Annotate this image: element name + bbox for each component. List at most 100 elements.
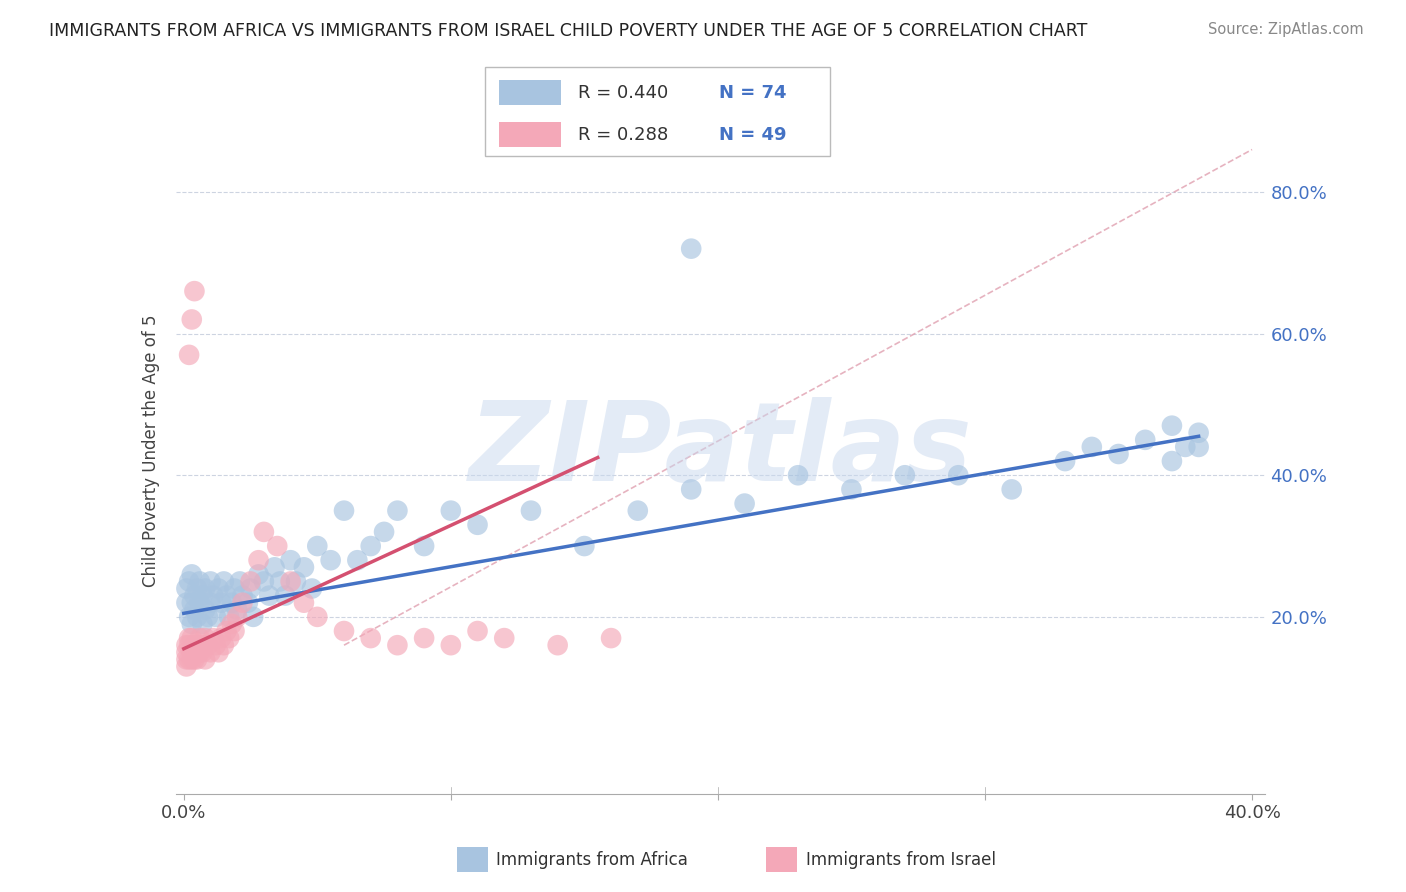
- Point: [200, 596, 222, 610]
- Point: [307, 539, 329, 553]
- Point: [269, 574, 291, 589]
- Point: [204, 610, 226, 624]
- Point: [180, 631, 202, 645]
- Point: [180, 652, 202, 666]
- FancyBboxPatch shape: [485, 67, 830, 156]
- Point: [319, 553, 342, 567]
- Point: [176, 652, 198, 666]
- Point: [373, 524, 395, 539]
- Point: [247, 553, 270, 567]
- Point: [180, 616, 202, 631]
- Point: [1161, 418, 1184, 433]
- Text: Immigrants from Africa: Immigrants from Africa: [496, 851, 688, 869]
- Point: [180, 312, 202, 326]
- Point: [188, 645, 211, 659]
- Point: [180, 596, 202, 610]
- Point: [231, 596, 253, 610]
- Point: [360, 631, 382, 645]
- Point: [413, 631, 436, 645]
- Point: [387, 503, 409, 517]
- Text: R = 0.288: R = 0.288: [578, 126, 668, 144]
- Point: [467, 517, 489, 532]
- Point: [239, 574, 262, 589]
- Point: [176, 596, 198, 610]
- Point: [200, 645, 222, 659]
- Point: [440, 638, 463, 652]
- Point: [257, 589, 280, 603]
- Point: [212, 638, 235, 652]
- Point: [204, 638, 226, 652]
- Point: [226, 603, 249, 617]
- Point: [681, 242, 703, 256]
- Point: [176, 582, 198, 596]
- Point: [202, 631, 225, 645]
- Point: [1161, 454, 1184, 468]
- Point: [177, 652, 200, 666]
- Point: [224, 624, 246, 638]
- Point: [284, 574, 307, 589]
- Point: [333, 503, 356, 517]
- Text: Source: ZipAtlas.com: Source: ZipAtlas.com: [1208, 22, 1364, 37]
- Point: [292, 560, 315, 574]
- Point: [1135, 433, 1157, 447]
- Point: [253, 574, 276, 589]
- Point: [360, 539, 382, 553]
- FancyBboxPatch shape: [499, 122, 561, 147]
- Point: [1188, 425, 1211, 440]
- Point: [221, 616, 243, 631]
- Text: N = 74: N = 74: [720, 84, 787, 102]
- Text: R = 0.440: R = 0.440: [578, 84, 668, 102]
- Point: [231, 589, 253, 603]
- Point: [176, 638, 198, 652]
- Point: [1188, 440, 1211, 454]
- Point: [1001, 483, 1024, 497]
- Point: [218, 631, 240, 645]
- Point: [280, 574, 302, 589]
- Point: [263, 560, 285, 574]
- Point: [183, 652, 205, 666]
- Point: [266, 539, 288, 553]
- Point: [186, 610, 208, 624]
- Point: [186, 638, 208, 652]
- Point: [948, 468, 970, 483]
- Point: [209, 631, 232, 645]
- Point: [627, 503, 650, 517]
- Point: [197, 610, 219, 624]
- Point: [229, 574, 252, 589]
- Point: [1174, 440, 1197, 454]
- Point: [200, 574, 222, 589]
- Point: [280, 553, 302, 567]
- Point: [307, 610, 329, 624]
- FancyBboxPatch shape: [499, 80, 561, 105]
- Point: [787, 468, 810, 483]
- Point: [1054, 454, 1077, 468]
- Point: [221, 596, 243, 610]
- Point: [194, 582, 217, 596]
- Point: [467, 624, 489, 638]
- Text: IMMIGRANTS FROM AFRICA VS IMMIGRANTS FROM ISRAEL CHILD POVERTY UNDER THE AGE OF : IMMIGRANTS FROM AFRICA VS IMMIGRANTS FRO…: [49, 22, 1088, 40]
- Point: [183, 284, 205, 298]
- Point: [215, 624, 238, 638]
- Point: [239, 582, 262, 596]
- Point: [292, 596, 315, 610]
- Point: [1108, 447, 1130, 461]
- Point: [301, 582, 323, 596]
- Point: [387, 638, 409, 652]
- Point: [197, 638, 219, 652]
- Point: [188, 631, 211, 645]
- Point: [176, 659, 198, 673]
- Point: [520, 503, 543, 517]
- Point: [209, 596, 232, 610]
- Point: [574, 539, 596, 553]
- Point: [236, 596, 259, 610]
- Point: [226, 610, 249, 624]
- Point: [183, 603, 205, 617]
- Point: [253, 524, 276, 539]
- Point: [176, 645, 198, 659]
- Y-axis label: Child Poverty Under the Age of 5: Child Poverty Under the Age of 5: [142, 314, 160, 587]
- Point: [188, 574, 211, 589]
- Point: [188, 596, 211, 610]
- Point: [177, 638, 200, 652]
- Point: [333, 624, 356, 638]
- Point: [207, 582, 229, 596]
